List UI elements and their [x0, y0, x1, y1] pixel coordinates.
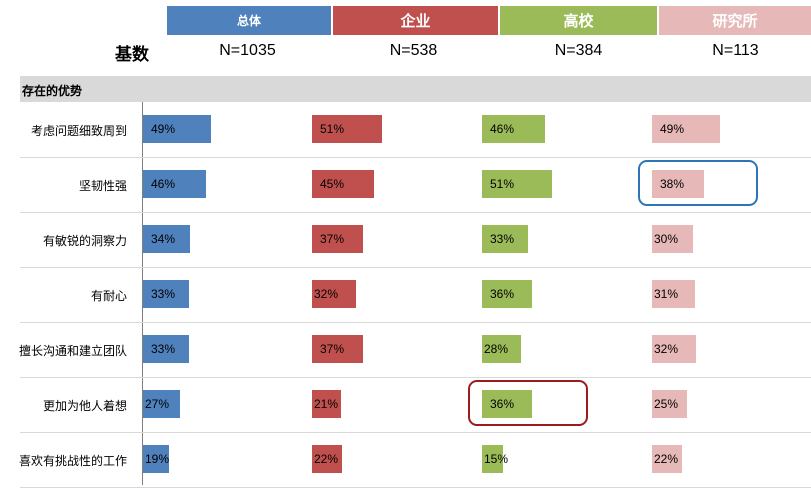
- header-overall-label: 总体: [236, 14, 261, 28]
- data-label: 33%: [151, 287, 176, 301]
- bar: [482, 390, 532, 418]
- category-label: 有敏锐的洞察力: [42, 234, 127, 248]
- bar: [482, 280, 532, 308]
- data-label: 30%: [654, 232, 679, 246]
- category-label: 喜欢有挑战性的工作: [18, 454, 127, 468]
- bar: [312, 225, 363, 253]
- bar: [652, 115, 720, 143]
- data-label: 36%: [490, 287, 515, 301]
- category-label: 坚韧性强: [78, 179, 127, 193]
- bar: [482, 335, 521, 363]
- data-label: 28%: [484, 342, 509, 356]
- header-overall: 总体: [167, 6, 331, 35]
- data-label: 49%: [151, 122, 176, 136]
- data-label: 38%: [660, 177, 685, 191]
- bar: [652, 390, 687, 418]
- data-label: 34%: [151, 232, 176, 246]
- data-label: 36%: [490, 397, 515, 411]
- header-enterprise-label: 企业: [400, 12, 431, 30]
- bar: [482, 225, 528, 253]
- data-label: 33%: [490, 232, 515, 246]
- header-university: 高校: [500, 6, 657, 35]
- data-label: 51%: [490, 177, 515, 191]
- bar: [143, 335, 189, 363]
- bar: [312, 390, 341, 418]
- data-label: 45%: [320, 177, 345, 191]
- bar: [312, 280, 356, 308]
- data-label: 15%: [484, 452, 509, 466]
- bar: [652, 335, 696, 363]
- bar: [482, 115, 545, 143]
- bar: [143, 225, 190, 253]
- data-label: 22%: [314, 452, 339, 466]
- bar: [143, 115, 211, 143]
- category-label: 考虑问题细致周到: [30, 124, 127, 138]
- base-label: 基数: [115, 45, 149, 65]
- bar: [143, 170, 206, 198]
- data-label: 27%: [145, 397, 170, 411]
- data-label: 46%: [490, 122, 515, 136]
- data-label: 46%: [151, 177, 176, 191]
- data-label: 21%: [314, 397, 339, 411]
- bar: [312, 445, 342, 473]
- bar: [143, 390, 180, 418]
- bar: [482, 445, 503, 473]
- header-enterprise: 企业: [333, 6, 498, 35]
- bar: [143, 445, 169, 473]
- bar: [143, 280, 189, 308]
- header-institute-label: 研究所: [712, 12, 758, 30]
- highlight-callout: [468, 380, 588, 426]
- bar: [312, 335, 363, 363]
- row-separator: [20, 432, 811, 433]
- bar: [652, 225, 693, 253]
- data-label: 19%: [145, 452, 170, 466]
- data-label: 37%: [320, 342, 345, 356]
- bar: [652, 280, 695, 308]
- header-university-label: 高校: [563, 12, 594, 30]
- row-separator: [20, 157, 811, 158]
- bar: [312, 115, 382, 143]
- base-n-overall: N=1035: [219, 42, 276, 59]
- bar: [652, 445, 682, 473]
- data-label: 33%: [151, 342, 176, 356]
- base-n-institute: N=113: [712, 42, 759, 59]
- row-separator: [20, 212, 811, 213]
- category-axis-line: [142, 102, 143, 485]
- data-label: 37%: [320, 232, 345, 246]
- data-label: 49%: [660, 122, 685, 136]
- base-n-enterprise: N=538: [389, 42, 438, 59]
- category-label: 擅长沟通和建立团队: [18, 344, 127, 358]
- data-label: 32%: [654, 342, 679, 356]
- row-separator: [20, 267, 811, 268]
- row-separator: [20, 377, 811, 378]
- data-label: 31%: [654, 287, 679, 301]
- category-label: 更加为他人着想: [42, 399, 127, 413]
- base-n-university: N=384: [554, 42, 603, 59]
- data-label: 51%: [320, 122, 345, 136]
- data-label: 25%: [654, 397, 679, 411]
- header-institute: 研究所: [659, 6, 811, 35]
- bar: [482, 170, 552, 198]
- section-title: 存在的优势: [22, 84, 83, 98]
- data-label: 22%: [654, 452, 679, 466]
- section-band: [20, 76, 811, 102]
- bar: [312, 170, 374, 198]
- row-separator: [20, 487, 811, 488]
- category-label: 有耐心: [90, 289, 127, 303]
- row-separator: [20, 322, 811, 323]
- data-label: 32%: [314, 287, 339, 301]
- bar: [652, 170, 704, 198]
- highlight-callout: [638, 160, 758, 206]
